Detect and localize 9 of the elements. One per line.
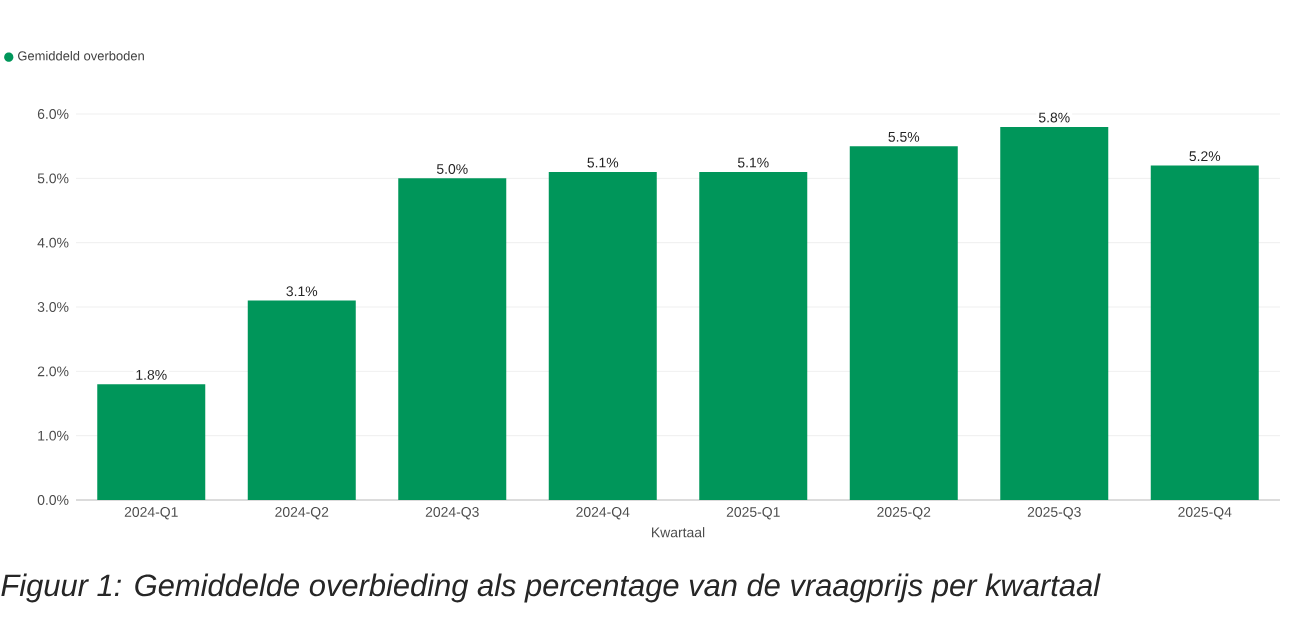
bar: [1150, 165, 1259, 500]
bar: [247, 300, 356, 500]
bar: [849, 146, 958, 500]
bar: [398, 178, 507, 500]
bar: [699, 171, 808, 500]
bar: [97, 384, 206, 500]
bar: [548, 171, 657, 500]
text: Figuur 1: Gemiddelde overbieding als percentage van de vraagprijs per kwartaal: [1, 573, 1101, 603]
bar: [1000, 126, 1109, 500]
